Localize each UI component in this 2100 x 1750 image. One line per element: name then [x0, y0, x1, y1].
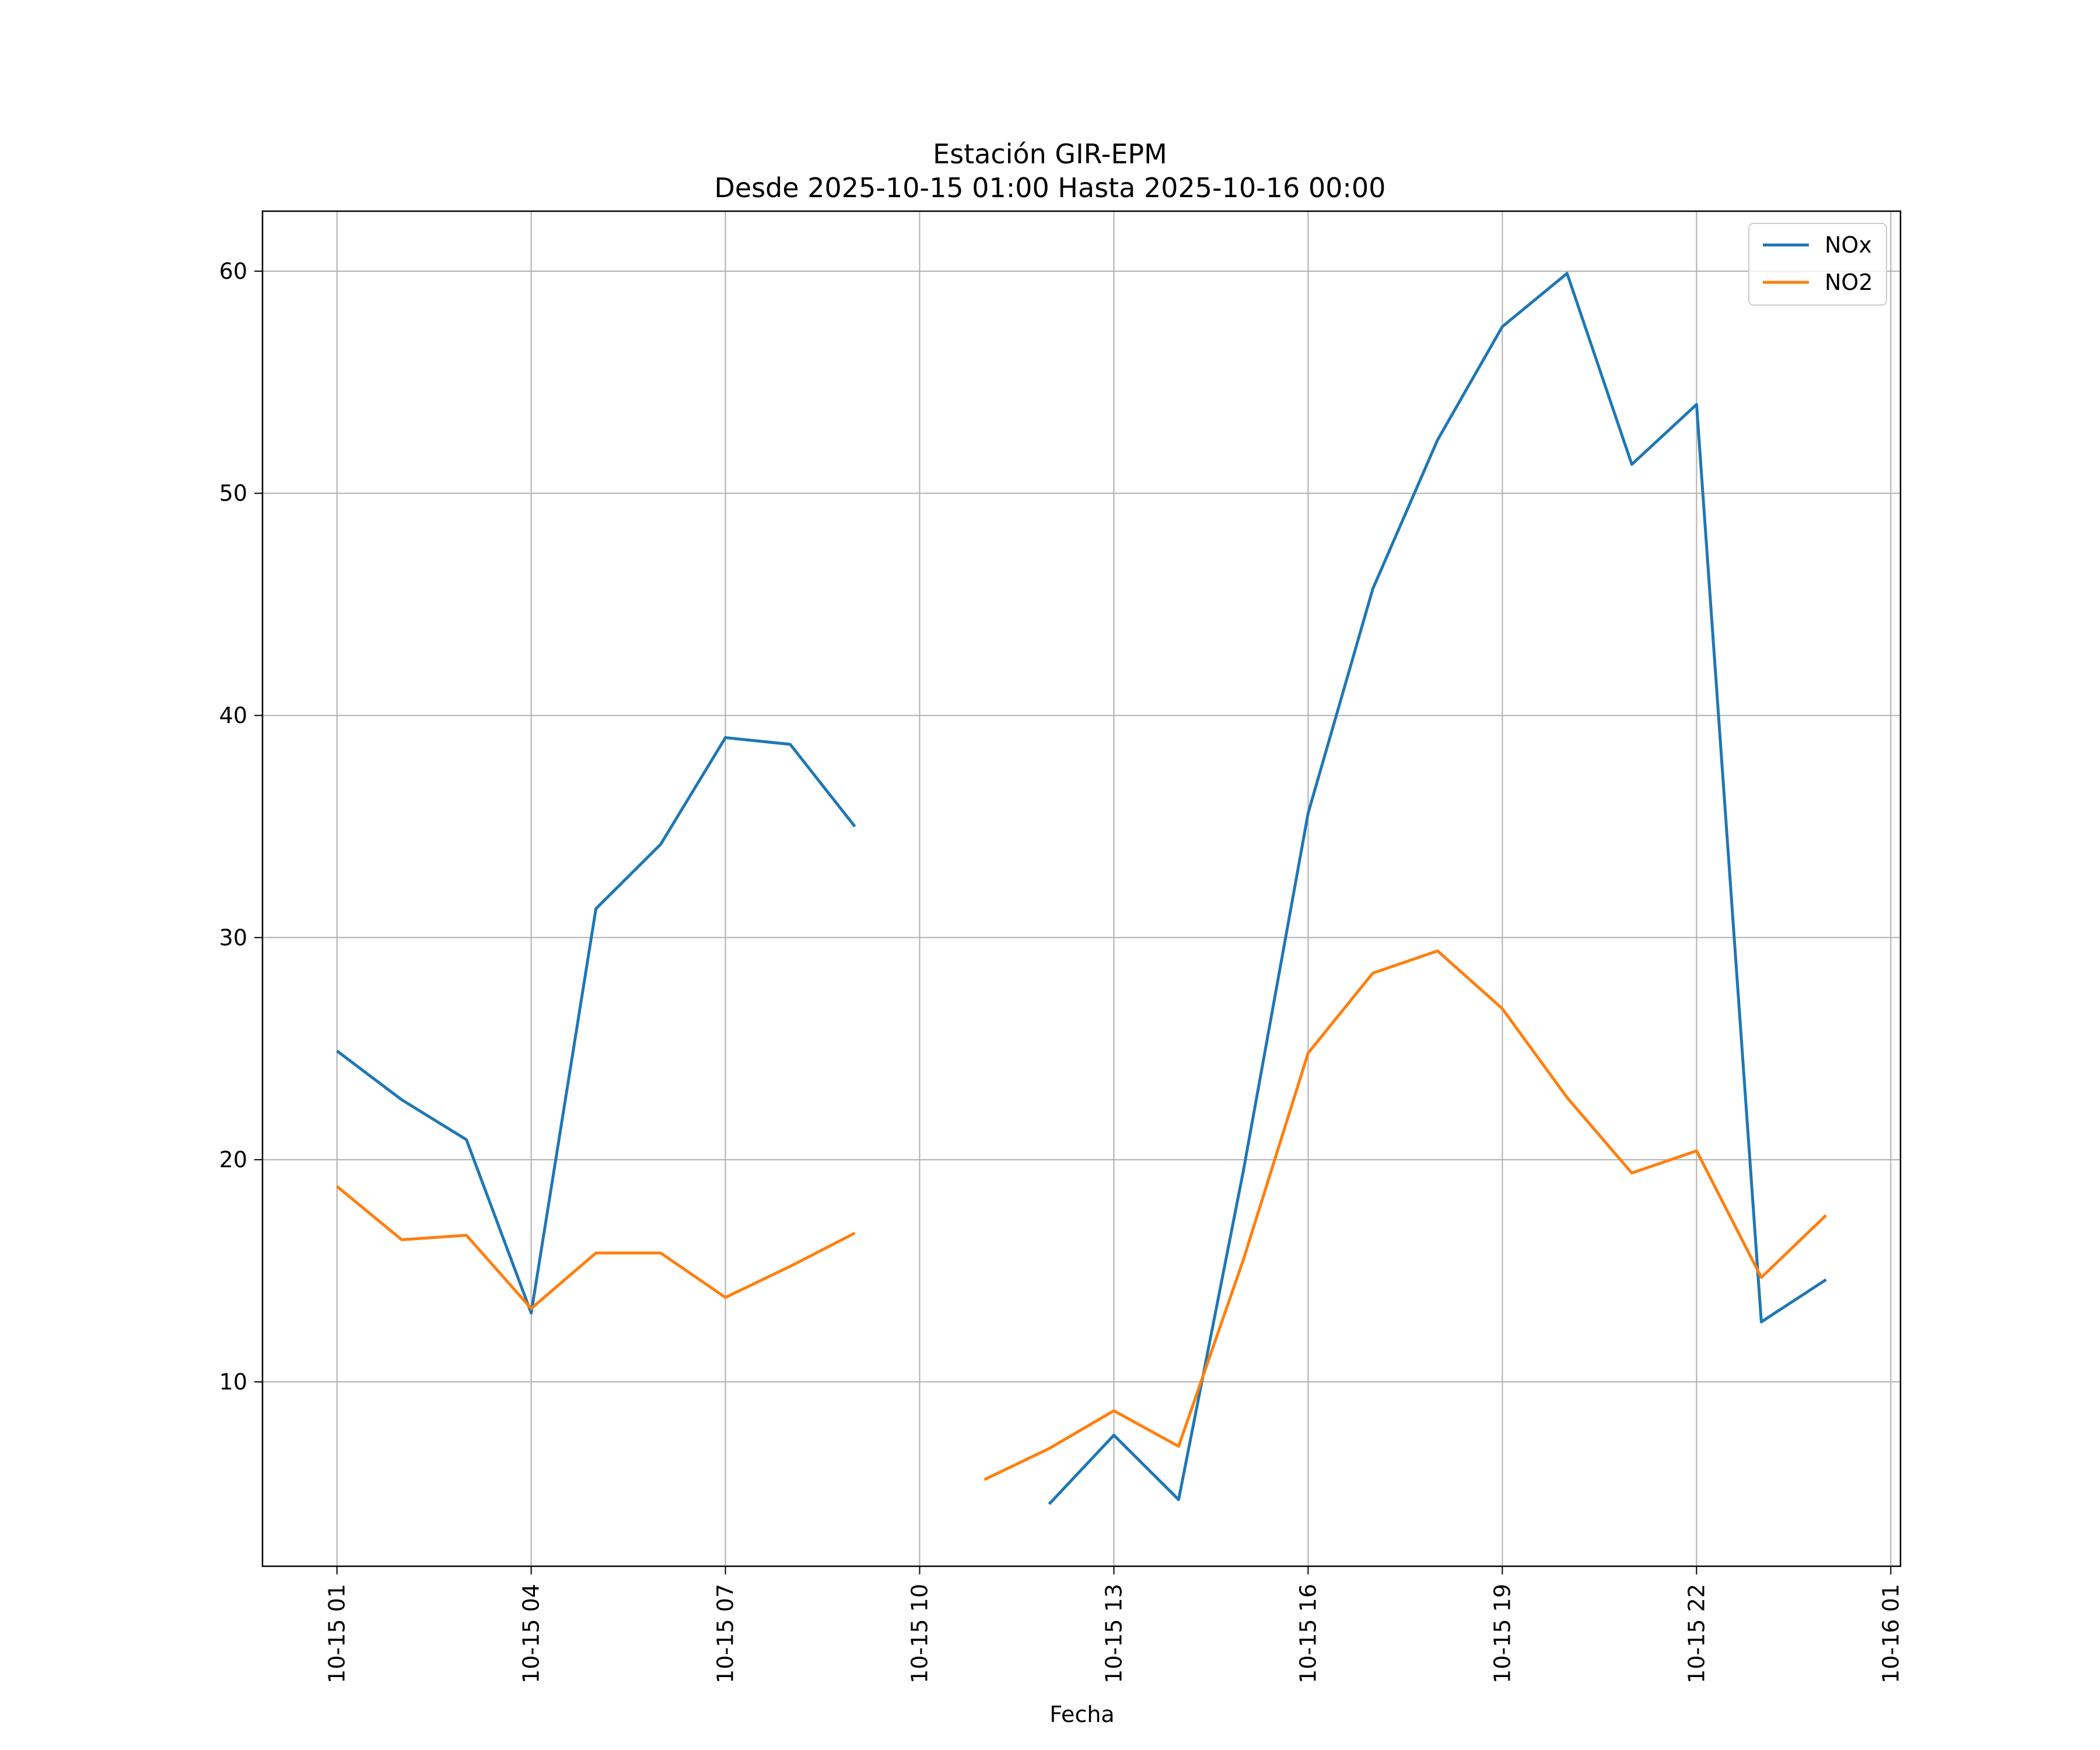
- legend-label-no2: NO2: [1825, 270, 1873, 295]
- x-tick-label: 10-16 01: [1878, 1584, 1903, 1684]
- chart-title: Estación GIR-EPM: [933, 138, 1167, 170]
- x-tick-label: 10-15 22: [1684, 1584, 1709, 1684]
- y-tick-label: 30: [219, 925, 247, 950]
- x-axis: 10-15 01 10-15 04 10-15 07 10-15 10 10-15 13…: [324, 1566, 1903, 1684]
- legend: NOx NO2: [1748, 223, 1887, 306]
- series-lines: [336, 272, 1828, 1506]
- x-tick-label: 10-15 07: [713, 1584, 738, 1684]
- y-tick-label: 50: [219, 481, 247, 506]
- chart-subtitle: Desde 2025-10-15 01:00 Hasta 2025-10-16 …: [714, 172, 1385, 204]
- x-tick-label: 10-15 04: [519, 1584, 544, 1684]
- plot-frame: [261, 210, 1902, 1567]
- y-tick-label: 40: [219, 702, 247, 728]
- x-tick-label: 10-15 01: [324, 1584, 350, 1684]
- x-tick-label: 10-15 19: [1489, 1584, 1515, 1684]
- y-axis: 10 20 30 40 50 60: [219, 258, 262, 1395]
- y-tick-label: 60: [219, 258, 247, 284]
- y-tick-label: 10: [219, 1369, 247, 1395]
- x-axis-label: Fecha: [1049, 1702, 1114, 1727]
- series-line-no2: [336, 949, 1828, 1481]
- series-line-nox: [336, 272, 1827, 1506]
- x-tick-label: 10-15 10: [907, 1584, 933, 1684]
- y-tick-label: 20: [219, 1147, 247, 1172]
- x-tick-label: 10-15 16: [1295, 1584, 1321, 1684]
- x-tick-label: 10-15 13: [1101, 1584, 1126, 1684]
- grid-lines: [262, 211, 1901, 1566]
- legend-label-nox: NOx: [1825, 232, 1872, 258]
